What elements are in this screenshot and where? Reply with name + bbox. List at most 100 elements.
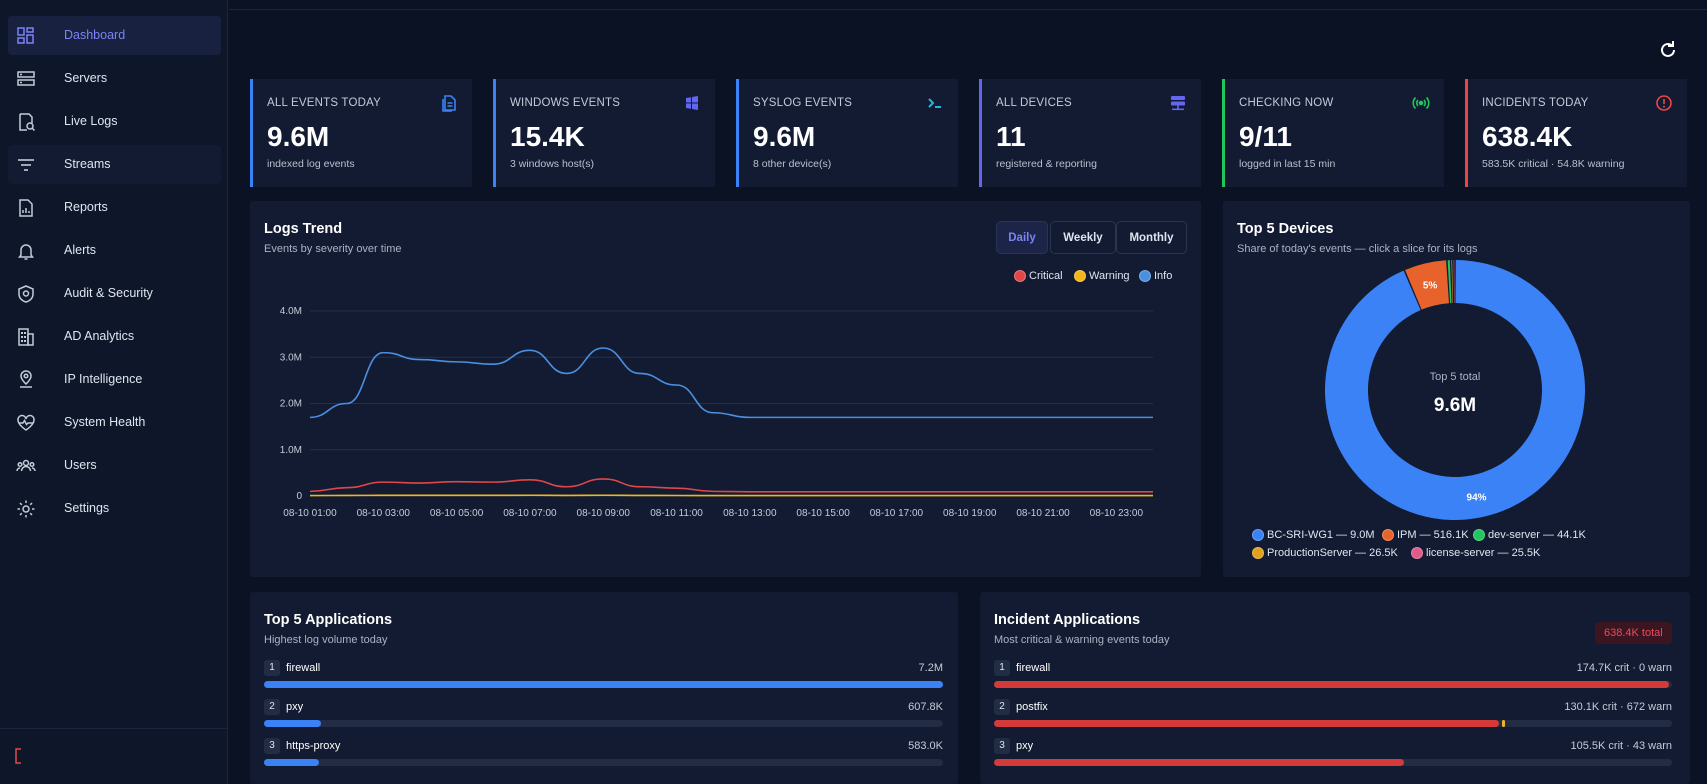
sidebar-item-label: Servers (64, 71, 108, 85)
donut-center-label: Top 5 total (1430, 371, 1481, 383)
x-tick-label: 08-10 09:00 (577, 508, 631, 519)
logs-trend-chart: 0 1.0M 2.0M 3.0M 4.0M 08-10 01:00 08-10 03:00 0… (280, 306, 1153, 519)
donut-slice-license-server[interactable] (1453, 260, 1455, 304)
card-subtitle: 3 windows host(s) (510, 158, 595, 170)
panel-subtitle: Most critical & warning events today (994, 634, 1170, 646)
x-tick-label: 08-10 17:00 (870, 508, 924, 519)
device-legend-dev-server[interactable]: dev-server — 44.1K (1473, 529, 1586, 541)
sidebar: Dashboard Servers Live Logs Streams Repo… (0, 0, 228, 784)
x-tick-label: 08-10 15:00 (796, 508, 850, 519)
sidebar-item-label: AD Analytics (64, 329, 135, 343)
incident-applications-panel: Incident Applications Most critical & wa… (980, 592, 1690, 784)
rank-badge: 1 (264, 660, 280, 676)
device-legend-production-server[interactable]: ProductionServer — 26.5K (1252, 547, 1398, 559)
app-value: 583.0K (908, 740, 943, 752)
bell-icon (18, 244, 34, 260)
document-icon (442, 95, 456, 112)
progress-track (264, 681, 943, 688)
legend-info[interactable]: Info (1139, 270, 1172, 282)
legend-label: BC-SRI-WG1 — 9.0M (1267, 529, 1375, 541)
legend-warning[interactable]: Warning (1074, 270, 1130, 282)
refresh-icon[interactable] (1656, 38, 1680, 62)
x-tick-label: 08-10 01:00 (283, 508, 337, 519)
sidebar-item-streams[interactable]: Streams (8, 145, 221, 184)
sidebar-item-label: Streams (64, 157, 111, 171)
tab-monthly[interactable]: Monthly (1116, 221, 1187, 254)
card-subtitle: 583.5K critical · 54.8K warning (1482, 158, 1625, 170)
card-title: SYSLOG EVENTS (753, 97, 853, 109)
list-item[interactable]: 1 firewall 174.7K crit · 0 warn (994, 660, 1672, 700)
stat-card-all-events[interactable]: ALL EVENTS TODAY 9.6M indexed log events (250, 79, 472, 187)
sidebar-item-settings[interactable]: Settings (8, 489, 221, 528)
list-item[interactable]: 2 pxy 607.8K (264, 699, 943, 739)
y-tick-label: 0 (296, 491, 302, 502)
donut-slice-bc-sri-wg1[interactable] (1325, 260, 1585, 520)
stat-card-incidents-today[interactable]: INCIDENTS TODAY 638.4K 583.5K critical ·… (1465, 79, 1687, 187)
progress-fill (264, 759, 319, 766)
sidebar-item-reports[interactable]: Reports (8, 188, 221, 227)
stat-card-syslog-events[interactable]: SYSLOG EVENTS 9.6M 8 other device(s) (736, 79, 958, 187)
donut-slice-dev-server[interactable] (1447, 260, 1452, 304)
donut-slice-productionserver[interactable] (1451, 260, 1454, 304)
terminal-icon (928, 98, 941, 108)
sidebar-item-users[interactable]: Users (8, 446, 221, 485)
y-tick-label: 2.0M (280, 399, 302, 410)
device-legend-ipm[interactable]: IPM — 516.1K (1382, 529, 1469, 541)
critical-fill (994, 720, 1500, 727)
app-value: 7.2M (918, 662, 943, 674)
legend-swatch (1473, 529, 1485, 541)
logs-trend-panel: Logs Trend Events by severity over time (250, 201, 1201, 577)
list-item[interactable]: 3 pxy 105.5K crit · 43 warn (994, 738, 1672, 778)
series-line-critical[interactable] (309, 478, 1153, 493)
legend-label: dev-server — 44.1K (1488, 529, 1586, 541)
stat-card-all-devices[interactable]: ALL DEVICES 11 registered & reporting (979, 79, 1201, 187)
app-value: 105.5K crit · 43 warn (1570, 740, 1673, 752)
critical-fill (994, 759, 1404, 766)
list-item[interactable]: 2 postfix 130.1K crit · 672 warn (994, 699, 1672, 739)
legend-swatch (1139, 270, 1151, 282)
sidebar-item-ad-analytics[interactable]: AD Analytics (8, 317, 221, 356)
sidebar-item-label: System Health (64, 415, 146, 429)
sidebar-item-ip-intelligence[interactable]: IP Intelligence (8, 360, 221, 399)
shield-icon (18, 285, 34, 303)
card-title: WINDOWS EVENTS (510, 97, 621, 109)
top-devices-donut[interactable]: Top 5 total 9.6M 94% 5% (1325, 260, 1585, 520)
critical-fill (994, 681, 1670, 688)
card-title: CHECKING NOW (1239, 97, 1334, 109)
donut-slice-ipm[interactable] (1405, 260, 1450, 310)
panel-title: Incident Applications (994, 612, 1141, 628)
legend-swatch (1074, 270, 1086, 282)
sidebar-item-alerts[interactable]: Alerts (8, 231, 221, 270)
sidebar-item-system-health[interactable]: System Health (8, 403, 221, 442)
list-item[interactable]: 1 firewall 7.2M (264, 660, 943, 700)
x-tick-label: 08-10 23:00 (1090, 508, 1144, 519)
device-legend-license-server[interactable]: license-server — 25.5K (1411, 547, 1540, 559)
panel-subtitle: Highest log volume today (264, 634, 388, 646)
progress-track (994, 759, 1672, 766)
series-line-info[interactable] (309, 347, 1153, 419)
server-stack-icon (1171, 96, 1185, 111)
stat-card-checking-now[interactable]: CHECKING NOW 9/11 logged in last 15 min (1222, 79, 1444, 187)
users-icon (16, 459, 36, 472)
sidebar-item-label: Users (64, 458, 97, 472)
stat-card-windows-events[interactable]: WINDOWS EVENTS 15.4K 3 windows host(s) (493, 79, 715, 187)
list-item[interactable]: 3 https-proxy 583.0K (264, 738, 943, 778)
legend-swatch (1014, 270, 1026, 282)
sidebar-item-servers[interactable]: Servers (8, 59, 221, 98)
sidebar-item-label: Settings (64, 501, 110, 515)
sidebar-item-live-logs[interactable]: Live Logs (8, 102, 221, 141)
incidents-total-badge: 638.4K total (1595, 622, 1672, 644)
legend-critical[interactable]: Critical (1014, 270, 1063, 282)
y-tick-label: 4.0M (280, 306, 302, 317)
sidebar-item-audit-security[interactable]: Audit & Security (8, 274, 221, 313)
tab-weekly[interactable]: Weekly (1050, 221, 1116, 254)
sidebar-item-dashboard[interactable]: Dashboard (8, 16, 221, 55)
logout-icon[interactable] (14, 747, 32, 765)
gear-icon (17, 500, 35, 518)
legend-label: Critical (1029, 270, 1063, 282)
device-legend-bc-sri-wg1[interactable]: BC-SRI-WG1 — 9.0M (1252, 529, 1375, 541)
slice-label: 5% (1423, 280, 1438, 291)
card-title: ALL DEVICES (996, 97, 1072, 109)
legend-label: ProductionServer — 26.5K (1267, 547, 1398, 559)
tab-daily[interactable]: Daily (996, 221, 1048, 254)
